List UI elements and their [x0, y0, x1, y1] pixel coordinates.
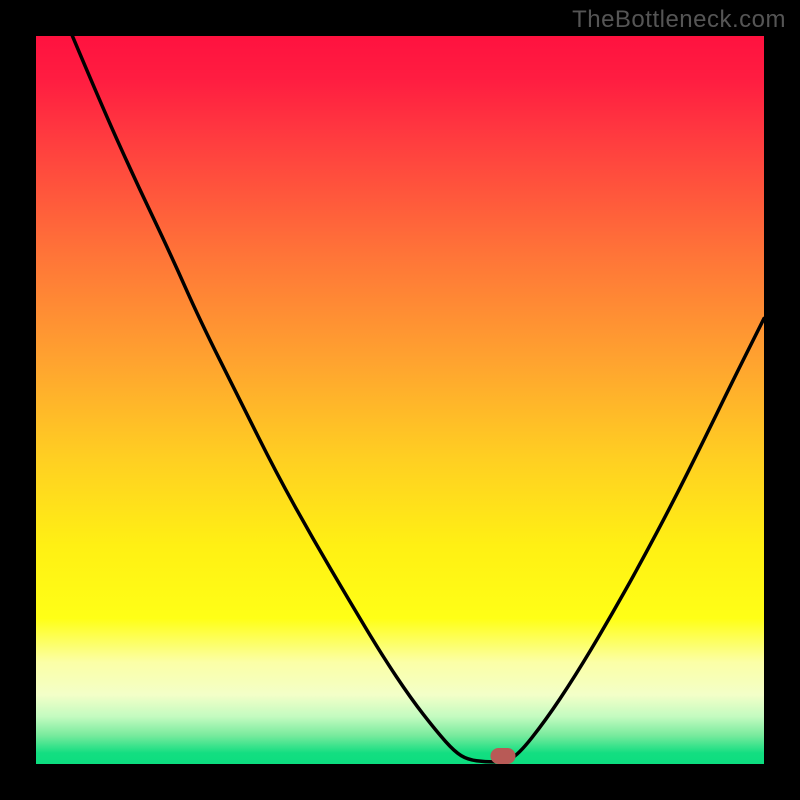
chart-container: TheBottleneck.com: [0, 0, 800, 800]
optimal-marker: [491, 748, 516, 764]
plot-area: [36, 36, 764, 764]
bottleneck-curve: [72, 36, 764, 762]
watermark-text: TheBottleneck.com: [572, 6, 786, 34]
bottleneck-chart: [36, 36, 764, 764]
